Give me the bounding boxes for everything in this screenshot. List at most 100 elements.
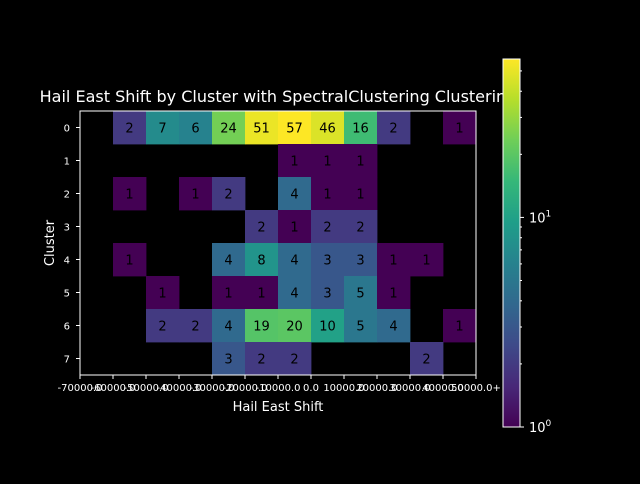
cell-value-label: 57: [286, 122, 303, 137]
cell-value-label: 2: [224, 188, 232, 203]
heatmap-cell: [245, 342, 279, 376]
heatmap-cell: [344, 210, 378, 244]
heatmap-cell: [278, 243, 312, 277]
x-tick-label: 20000.0: [356, 383, 397, 394]
cell-value-label: 4: [224, 254, 232, 269]
heatmap-cell: [179, 177, 213, 211]
x-tick-label: -60000.0: [91, 383, 136, 394]
heatmap-cell: [410, 243, 444, 277]
x-tick-label: -30000.0: [190, 383, 235, 394]
heatmap-cell: [311, 210, 345, 244]
heatmap-cell: [179, 111, 213, 145]
cell-value-label: 1: [224, 287, 232, 302]
x-tick-label: -40000.0: [157, 383, 202, 394]
cell-value-label: 4: [224, 320, 232, 335]
cell-value-label: 1: [455, 122, 463, 137]
heatmap-cell: [278, 276, 312, 310]
y-tick-label: 3: [64, 223, 70, 234]
cell-value-label: 2: [191, 320, 199, 335]
x-axis-ticks: -70000.0-60000.0-50000.0-40000.0-30000.0…: [58, 375, 501, 394]
cell-value-label: 4: [389, 320, 397, 335]
cell-value-label: 1: [389, 287, 397, 302]
cell-value-label: 2: [125, 122, 133, 137]
cell-value-label: 6: [191, 122, 199, 137]
cell-value-label: 1: [356, 155, 364, 170]
heatmap-cell: [278, 177, 312, 211]
cell-value-label: 3: [323, 287, 331, 302]
heatmap-cell: [212, 177, 246, 211]
chart-title: Hail East Shift by Cluster with Spectral…: [40, 87, 517, 106]
heatmap-cell: [146, 309, 180, 343]
x-tick-label: 50000.0+: [451, 383, 501, 394]
x-tick-label: 10000.0: [323, 383, 364, 394]
cell-value-label: 24: [220, 122, 237, 137]
heatmap-cell: [212, 243, 246, 277]
cell-value-label: 2: [257, 353, 265, 368]
heatmap-cell: [278, 144, 312, 178]
y-tick-label: 0: [64, 124, 70, 135]
cell-value-label: 2: [422, 353, 430, 368]
heatmap-cell: [212, 342, 246, 376]
cell-value-label: 3: [323, 254, 331, 269]
y-tick-label: 4: [64, 256, 70, 267]
heatmap-cell: [377, 276, 411, 310]
cell-value-label: 1: [125, 188, 133, 203]
cell-value-label: 1: [290, 155, 298, 170]
cell-value-label: 51: [253, 122, 270, 137]
x-tick-label: -50000.0: [124, 383, 169, 394]
cell-value-label: 2: [356, 221, 364, 236]
cell-value-label: 4: [290, 254, 298, 269]
heatmap-cell: [146, 111, 180, 145]
cell-value-label: 7: [158, 122, 166, 137]
cell-value-label: 5: [356, 320, 364, 335]
cell-value-label: 5: [356, 287, 364, 302]
cell-value-label: 1: [356, 188, 364, 203]
heatmap-cell: [377, 243, 411, 277]
cell-value-label: 1: [455, 320, 463, 335]
heatmap-cell: [245, 276, 279, 310]
cell-value-label: 1: [158, 287, 166, 302]
cell-value-label: 3: [356, 254, 364, 269]
x-axis-label: Hail East Shift: [233, 400, 324, 415]
cell-value-label: 19: [253, 320, 270, 335]
heatmap-cell: [311, 177, 345, 211]
colorbar: [502, 58, 521, 428]
x-tick-label: 30000.0: [389, 383, 430, 394]
heatmap-cell: [410, 342, 444, 376]
heatmap-cell: [245, 210, 279, 244]
heatmap-cell: [344, 144, 378, 178]
heatmap-cell: [278, 342, 312, 376]
heatmap-cell: [443, 309, 477, 343]
heatmap-cell: [113, 111, 147, 145]
heatmap-cell: [146, 276, 180, 310]
cell-value-label: 2: [389, 122, 397, 137]
cell-value-label: 1: [257, 287, 265, 302]
heatmap-cell: [311, 243, 345, 277]
heatmap-cell: [113, 177, 147, 211]
cell-value-label: 20: [286, 320, 303, 335]
cell-value-label: 1: [125, 254, 133, 269]
cell-value-label: 10: [319, 320, 336, 335]
heatmap-cell: [245, 111, 279, 145]
heatmap-cell: [344, 243, 378, 277]
heatmap-cell-labels: 2 7 6 24 51 57 46 16 2 11 1 11 1 2 4 1 12 1 2 21 4 8 4 3 3 1 11 1 1 4…: [125, 122, 463, 368]
cell-value-label: 4: [290, 188, 298, 203]
heatmap-cell: [212, 309, 246, 343]
heatmap-cell: [179, 309, 213, 343]
heatmap-cell: [377, 309, 411, 343]
heatmap-cell: [245, 309, 279, 343]
cell-value-label: 2: [257, 221, 265, 236]
x-tick-label: 0.0: [303, 383, 319, 394]
cell-value-label: 1: [422, 254, 430, 269]
y-tick-label: 2: [64, 190, 70, 201]
cell-value-label: 3: [224, 353, 232, 368]
x-tick-label: -70000.0: [58, 383, 103, 394]
x-tick-label: -10000.0: [256, 383, 301, 394]
y-tick-label: 7: [64, 355, 70, 366]
x-tick-label: 40000.0: [422, 383, 463, 394]
heatmap-cell: [344, 111, 378, 145]
cell-value-label: 1: [389, 254, 397, 269]
heatmap-cell: [113, 243, 147, 277]
